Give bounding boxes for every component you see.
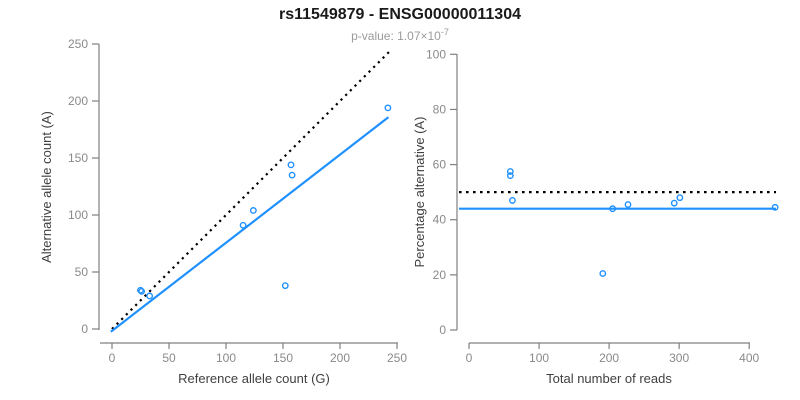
data-point — [676, 194, 684, 202]
data-point — [384, 104, 392, 112]
y-tick-label: 80 — [433, 102, 447, 116]
identity-line — [111, 51, 390, 330]
y-tick-label: 60 — [433, 158, 447, 172]
data-point — [281, 282, 289, 290]
fit-line — [110, 116, 390, 333]
x-tick-label: 250 — [387, 351, 407, 365]
data-point — [137, 286, 144, 294]
x-tick-label: 400 — [739, 351, 759, 365]
x-tick-label: 100 — [529, 351, 549, 365]
x-tick-label: 0 — [466, 351, 473, 365]
y-tick-label: 100 — [68, 208, 88, 222]
data-point — [624, 201, 632, 208]
data-point — [599, 270, 607, 277]
x-axis-title: Total number of reads — [546, 371, 672, 386]
y-tick-label: 20 — [433, 268, 447, 282]
data-point — [509, 197, 516, 204]
y-tick-label: 0 — [439, 323, 446, 337]
y-tick-label: 0 — [81, 322, 88, 336]
data-point — [249, 207, 257, 214]
x-tick-label: 200 — [599, 351, 619, 365]
x-tick-label: 0 — [109, 351, 116, 365]
data-point — [239, 221, 247, 229]
y-tick-label: 100 — [426, 47, 446, 61]
x-tick-label: 150 — [273, 351, 293, 365]
y-tick-label: 150 — [68, 151, 88, 165]
y-tick-label: 50 — [75, 265, 89, 279]
data-point — [506, 172, 514, 180]
data-point — [609, 205, 617, 213]
y-axis-title: Alternative allele count (A) — [39, 111, 54, 263]
y-tick-label: 200 — [68, 94, 88, 108]
x-tick-label: 50 — [162, 351, 176, 365]
data-point — [287, 161, 295, 169]
data-point — [288, 171, 296, 179]
y-tick-label: 40 — [433, 213, 447, 227]
x-tick-label: 200 — [330, 351, 350, 365]
allele-count-scatter: 0 50 100 150 200 250 0 50 100 150 200 250 Reference … — [39, 37, 407, 386]
x-tick-label: 100 — [216, 351, 236, 365]
x-axis-title: Reference allele count (G) — [178, 371, 330, 386]
x-tick-label: 300 — [669, 351, 689, 365]
data-point — [138, 287, 146, 295]
percentage-scatter: 0 100 200 300 400 0 20 40 60 80 100 Total number of… — [412, 47, 779, 386]
data-point — [670, 199, 678, 207]
data-point — [506, 168, 514, 175]
data-point — [146, 292, 154, 300]
y-axis-title: Percentage alternative (A) — [412, 116, 427, 267]
y-tick-label: 250 — [68, 37, 88, 51]
data-point — [771, 203, 779, 211]
